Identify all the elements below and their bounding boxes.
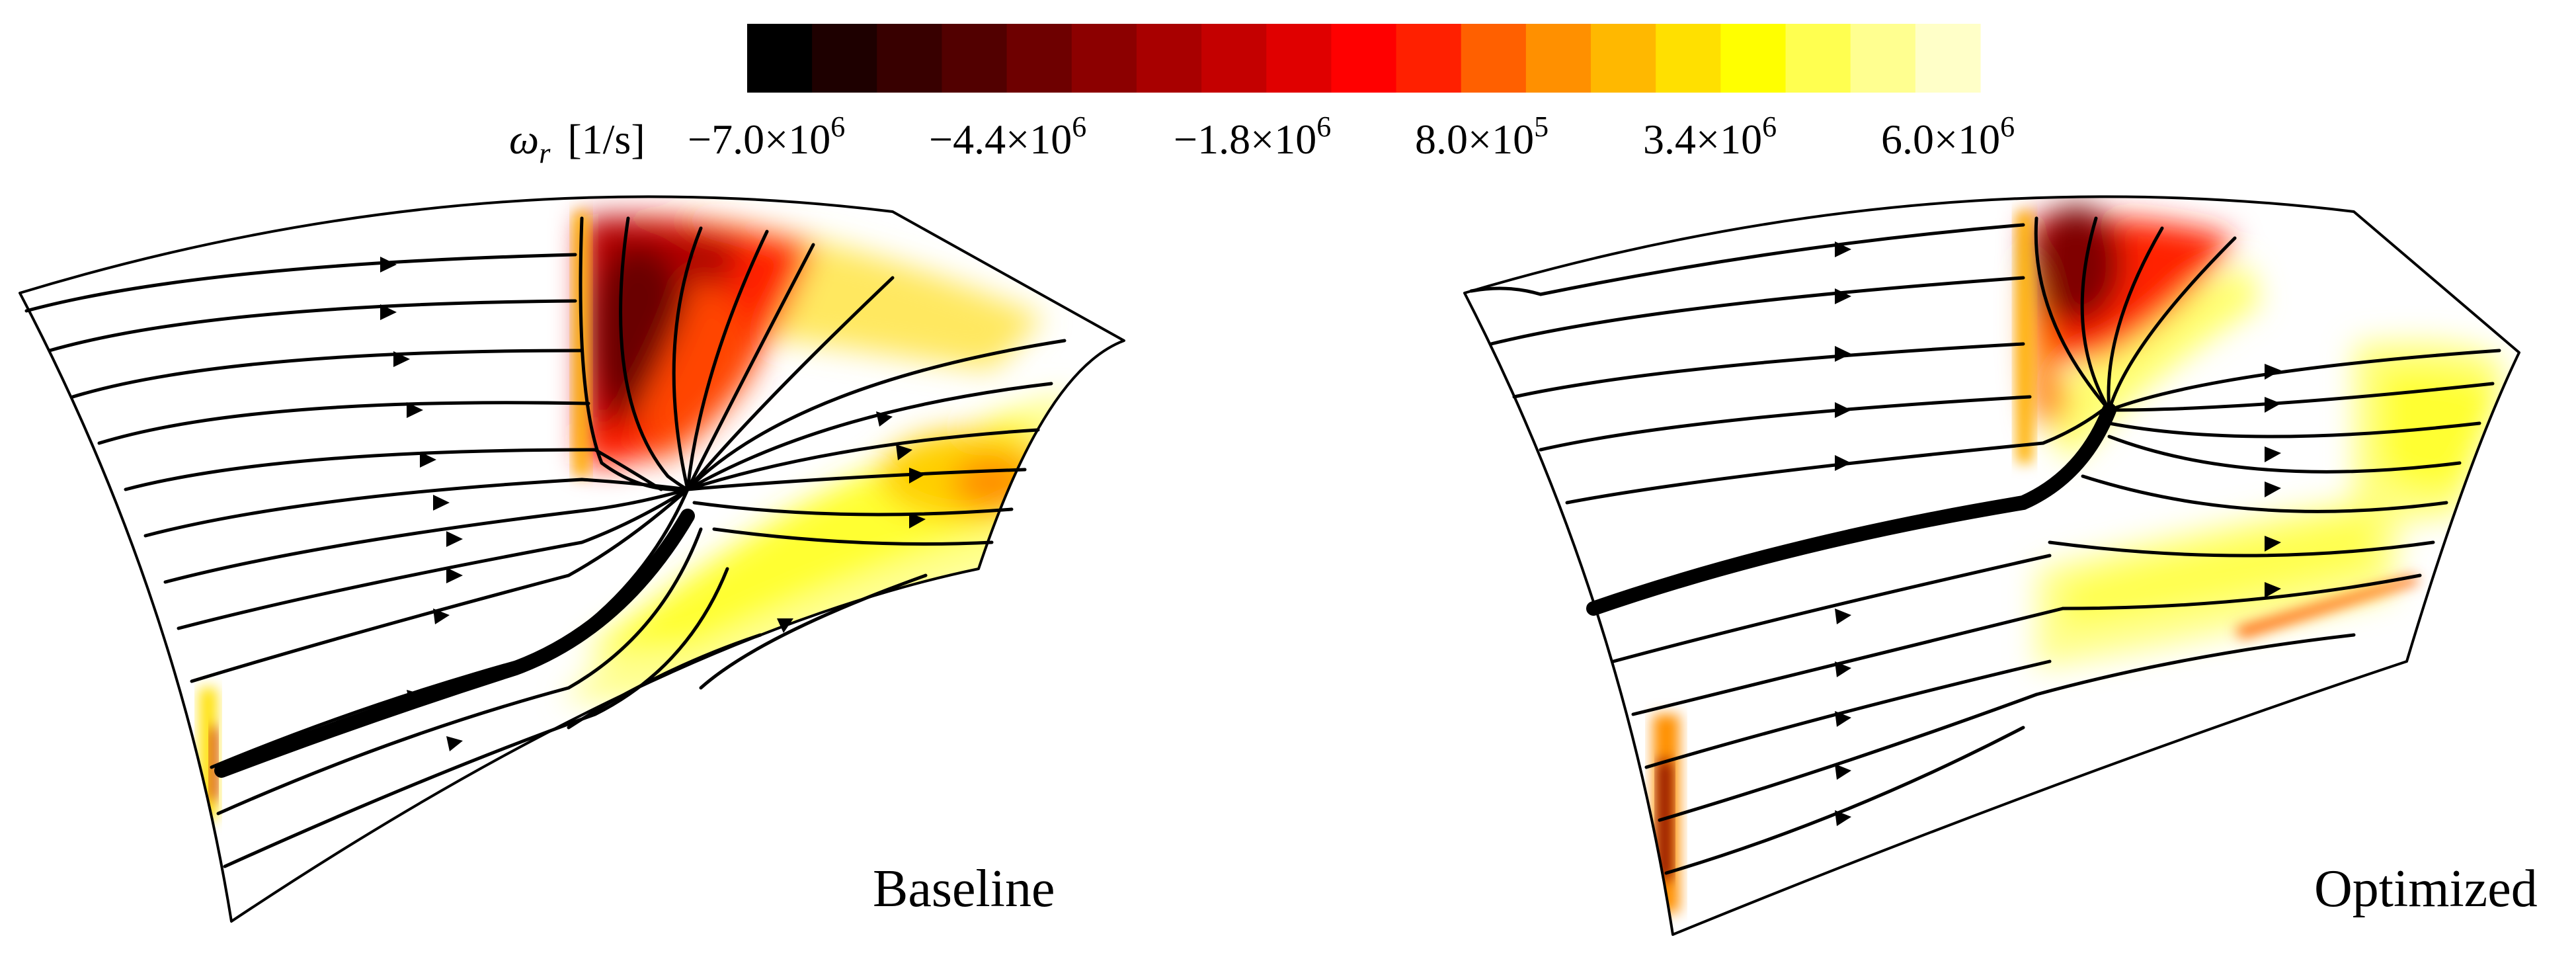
optimized-caption: Optimized [2314,860,2538,918]
colorbar-unit: [1/s] [567,116,645,163]
colorbar-swatch [1006,24,1072,93]
baseline-panel: Baseline [19,195,1125,923]
optimized-streamlines [1469,216,2501,875]
colorbar-swatch [1785,24,1851,93]
colorbar-swatch [1850,24,1916,93]
colorbar-swatch [1656,24,1721,93]
colorbar-tick-label: 3.4×106 [1643,110,1777,163]
colorbar-swatch [1136,24,1202,93]
colorbar-swatch [1461,24,1527,93]
colorbar [747,24,1981,93]
colorbar-symbol: ω [509,116,539,163]
baseline-surface-outline [19,195,1125,923]
colorbar-tick-label: 8.0×105 [1415,110,1549,163]
colorbar-tick-labels: −7.0×106 −4.4×106 −1.8×106 8.0×105 3.4×106 6.… [688,110,2015,163]
colorbar-swatch [1525,24,1591,93]
colorbar-swatch [1591,24,1656,93]
colorbar-swatch [812,24,877,93]
baseline-streamlines [24,216,1067,868]
colorbar-tick-label: −4.4×106 [929,110,1086,163]
baseline-caption: Baseline [873,860,1055,918]
colorbar-swatch [1915,24,1981,93]
colorbar-variable-label: ωr [1/s] [509,116,645,169]
optimized-surface-outline [1463,195,2520,936]
colorbar-swatch [1266,24,1332,93]
colorbar-swatch [1396,24,1462,93]
colorbar-tick-label: 6.0×106 [1881,110,2015,163]
colorbar-swatch [942,24,1008,93]
colorbar-swatch [1071,24,1137,93]
optimized-streamline-arrows [1835,241,2281,826]
colorbar-tick-label: −1.8×106 [1174,110,1331,163]
colorbar-labels: ωr [1/s] −7.0×106 −4.4×106 −1.8×106 8.0×105 3… [509,110,2015,169]
colorbar-swatch [877,24,943,93]
optimized-panel: Optimized [1463,195,2538,936]
colorbar-swatch [747,24,813,93]
colorbar-subscript: r [539,137,551,169]
colorbar-swatch [1201,24,1267,93]
colorbar-swatch [1331,24,1397,93]
colorbar-swatch [1720,24,1787,93]
colorbar-tick-label: −7.0×106 [688,110,845,163]
